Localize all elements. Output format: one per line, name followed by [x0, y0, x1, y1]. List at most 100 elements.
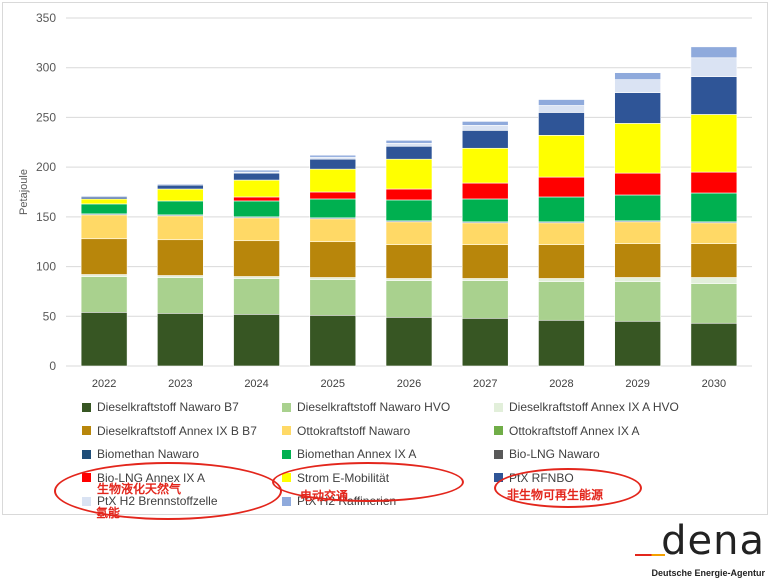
legend-swatch: [494, 449, 503, 459]
bar-segment: [385, 221, 433, 245]
bar-segment: [385, 145, 433, 160]
bar-segment: [385, 316, 433, 367]
bar-segment: [385, 139, 433, 144]
x-tick-label: 2028: [549, 378, 573, 390]
y-tick-label: 150: [36, 210, 56, 224]
y-axis-label: Petajoule: [18, 169, 30, 215]
bar-segment: [80, 214, 128, 240]
legend-label: Dieselkraftstoff Annex IX B B7: [97, 423, 257, 438]
annotation-biolng: 生物液化天然气: [97, 482, 182, 496]
x-tick-label: 2022: [92, 378, 116, 390]
logo-subtitle: Deutsche Energie-Agentur: [651, 568, 765, 578]
annotation-rfnbo: 非生物可再生能源: [507, 488, 604, 502]
x-tick-label: 2024: [244, 378, 268, 390]
legend-label: Biomethan Annex IX A: [297, 447, 417, 461]
bar-segment: [233, 169, 280, 173]
bar-segment: [309, 314, 357, 367]
annotation-ellipse-biolng-hydrogen: [54, 462, 282, 520]
legend-swatch: [82, 449, 91, 459]
y-tick-label: 50: [43, 309, 57, 323]
bar-segment: [690, 192, 738, 223]
bar-segment: [461, 147, 509, 184]
y-tick-label: 100: [36, 260, 56, 274]
bar-segment: [690, 243, 738, 278]
legend-label: Bio-LNG Nawaro: [509, 447, 600, 461]
x-tick-label: 2023: [168, 378, 192, 390]
bar-segment: [385, 280, 433, 318]
bar-segment: [309, 191, 357, 200]
bar-segment: [80, 312, 128, 367]
bar-segment: [614, 281, 661, 322]
legend-swatch: [494, 473, 503, 482]
bar-segment: [614, 79, 661, 93]
bar-segment: [614, 92, 661, 124]
bar-segment: [309, 168, 357, 193]
bar-segment: [614, 194, 661, 222]
bar-segment: [690, 76, 738, 115]
x-tick-label: 2029: [625, 378, 649, 390]
y-tick-label: 250: [36, 110, 56, 124]
bar-segment: [461, 130, 509, 149]
bar-segment: [461, 182, 509, 200]
bar-segment: [614, 123, 661, 174]
bar-segment: [538, 196, 585, 223]
bar-segment: [538, 281, 585, 321]
legend-item: Bio-LNG Nawaro: [494, 447, 600, 461]
bar-segment: [157, 313, 204, 367]
bar-segment: [538, 244, 585, 279]
x-tick-label: 2027: [473, 378, 497, 390]
bar-segment: [461, 125, 509, 131]
bar-segment: [309, 241, 357, 278]
annotation-ellipse-rfnbo: [494, 468, 642, 508]
legend-item: Dieselkraftstoff Nawaro B7: [82, 400, 239, 414]
bar-segment: [309, 154, 357, 158]
y-tick-labels: 0 50 100 150 200 250 300 350: [36, 11, 56, 373]
legend-item: Ottokraftstoff Annex IX A: [494, 424, 640, 438]
bar-segment: [80, 198, 128, 205]
annotation-ellipse-emobility: [272, 462, 464, 502]
legend-swatch: [282, 426, 291, 435]
bar-segment: [690, 46, 738, 59]
bar-segment: [233, 196, 280, 202]
bar-segment: [461, 317, 509, 367]
bar-segment: [157, 277, 204, 314]
bar-segment: [157, 200, 204, 216]
bar-segment: [690, 283, 738, 324]
legend-swatch: [282, 449, 291, 459]
y-tick-label: 300: [36, 61, 56, 75]
legend-label: Biomethan Nawaro: [97, 447, 200, 461]
bar-segment: [157, 183, 204, 186]
bar-segment: [80, 276, 128, 313]
bar-segment: [385, 244, 433, 279]
bar-segment: [233, 240, 280, 277]
annotation-emobility: 电动交通: [300, 489, 349, 503]
y-tick-label: 350: [36, 11, 56, 25]
bar-segment: [233, 313, 280, 367]
bar-segment: [80, 203, 128, 215]
legend-item: Dieselkraftstoff Nawaro HVO: [282, 400, 450, 414]
bar-segment: [385, 158, 433, 190]
bar-segment: [309, 198, 357, 219]
annotation-hydrogen: 氢能: [96, 506, 121, 520]
legend-item: Dieselkraftstoff Annex IX B B7: [82, 424, 257, 438]
bar-segment: [80, 195, 128, 198]
bar-segment: [614, 221, 661, 245]
bar-segment: [614, 72, 661, 80]
bar-segment: [309, 279, 357, 316]
bar-segment: [385, 188, 433, 201]
bar-segment: [614, 172, 661, 196]
bar-segment: [690, 277, 738, 284]
bar-segment: [385, 199, 433, 222]
bar-segment: [157, 184, 204, 190]
bar-segment: [538, 135, 585, 178]
legend-item: Dieselkraftstoff Annex IX A HVO: [494, 400, 679, 414]
bar-segment: [157, 188, 204, 202]
x-tick-label: 2025: [321, 378, 345, 390]
bar-segment: [690, 222, 738, 245]
legend-swatch: [282, 402, 291, 412]
legend-label: Dieselkraftstoff Nawaro B7: [97, 400, 239, 414]
legend-swatch: [282, 496, 291, 506]
logo-accent-bar: [635, 554, 665, 556]
bar-segment: [461, 280, 509, 319]
